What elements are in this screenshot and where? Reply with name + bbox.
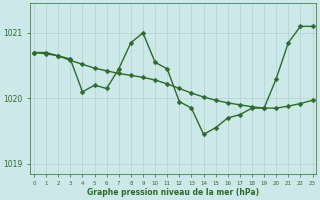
X-axis label: Graphe pression niveau de la mer (hPa): Graphe pression niveau de la mer (hPa) <box>87 188 259 197</box>
